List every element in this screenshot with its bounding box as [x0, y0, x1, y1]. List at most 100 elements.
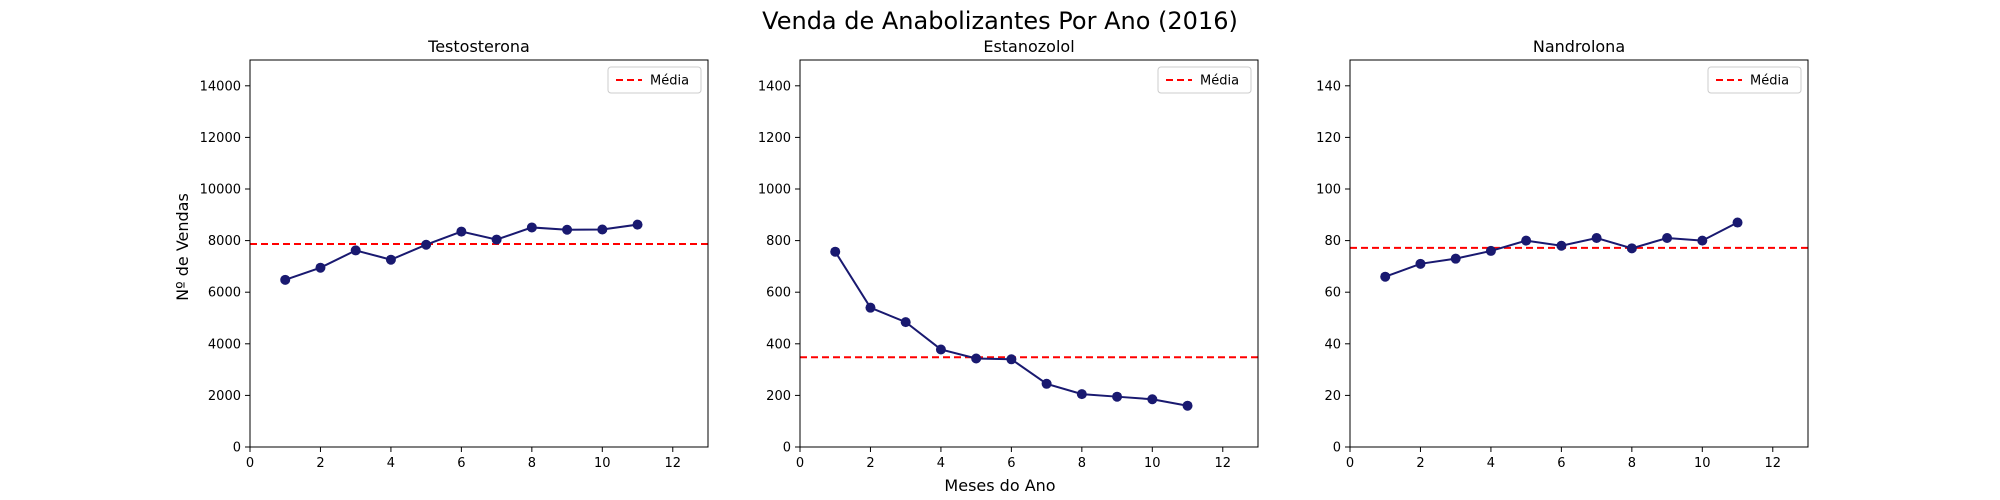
- x-tick-label: 0: [796, 456, 804, 471]
- y-tick-label: 800: [766, 234, 791, 249]
- legend-label: Média: [1200, 74, 1239, 89]
- y-tick-label: 6000: [208, 286, 241, 301]
- y-tick-label: 0: [1333, 441, 1341, 456]
- data-point: [1182, 400, 1193, 411]
- chart-title: Testosterona: [427, 37, 530, 56]
- data-point: [1450, 253, 1461, 264]
- x-tick-label: 6: [1007, 456, 1015, 471]
- y-tick-label: 40: [1324, 337, 1341, 352]
- data-point: [935, 344, 946, 355]
- chart-panel-1: Testosterona 0 2 4 6 8 10 12 0 2000 4000 6000 8000 10…: [200, 37, 709, 471]
- x-tick-label: 12: [1214, 456, 1231, 471]
- legend-box: [1157, 66, 1252, 94]
- data-point: [1521, 235, 1532, 246]
- y-tick-label: 120: [1316, 131, 1341, 146]
- x-tick-label: 10: [1694, 456, 1711, 471]
- data-point: [350, 245, 361, 256]
- x-tick-label: 10: [1144, 456, 1161, 471]
- data-point: [456, 226, 467, 237]
- x-tick-label: 2: [866, 456, 874, 471]
- y-tick-label: 0: [783, 441, 791, 456]
- y-tick-label: 8000: [208, 234, 241, 249]
- y-tick-label: 4000: [208, 337, 241, 352]
- y-tick-label: 2000: [208, 389, 241, 404]
- y-axis-label: Nº de Vendas: [173, 193, 192, 301]
- legend-label: Média: [650, 74, 689, 89]
- data-point: [562, 224, 573, 235]
- data-point: [1076, 389, 1087, 400]
- data-point: [315, 262, 326, 273]
- y-tick-label: 60: [1324, 286, 1341, 301]
- y-tick-label: 600: [766, 286, 791, 301]
- x-tick-label: 6: [1557, 456, 1565, 471]
- axes-frame: [249, 59, 709, 448]
- data-point: [1485, 245, 1496, 256]
- chart-panel-2: Estanozolol 0 2 4 6 8 10 12 0 200 400 600 800 1000 120…: [758, 37, 1259, 471]
- data-point: [1380, 271, 1391, 282]
- y-tick-label: 80: [1324, 234, 1341, 249]
- x-tick-label: 2: [1416, 456, 1424, 471]
- y-tick-label: 1000: [758, 183, 791, 198]
- series-line: [834, 251, 1188, 407]
- x-tick-label: 4: [387, 456, 395, 471]
- y-tick-label: 140: [1316, 79, 1341, 94]
- data-point: [1556, 240, 1567, 251]
- axes-frame: [799, 59, 1259, 448]
- x-tick-label: 4: [1487, 456, 1495, 471]
- data-point: [1697, 235, 1708, 246]
- y-tick-label: 0: [233, 441, 241, 456]
- data-point: [1591, 233, 1602, 244]
- y-tick-label: 1400: [758, 79, 791, 94]
- data-point: [1662, 233, 1673, 244]
- y-tick-label: 400: [766, 337, 791, 352]
- legend: Média: [1157, 66, 1252, 94]
- x-tick-label: 2: [316, 456, 324, 471]
- data-point: [632, 219, 643, 230]
- data-point: [526, 222, 537, 233]
- x-tick-label: 8: [528, 456, 536, 471]
- legend-box: [607, 66, 702, 94]
- data-point: [1006, 354, 1017, 365]
- data-point: [865, 302, 876, 313]
- data-point: [1415, 258, 1426, 269]
- x-tick-label: 8: [1628, 456, 1636, 471]
- x-tick-label: 0: [246, 456, 254, 471]
- x-tick-label: 6: [457, 456, 465, 471]
- data-point: [1041, 378, 1052, 389]
- data-point: [971, 353, 982, 364]
- y-tick-label: 20: [1324, 389, 1341, 404]
- chart-title: Estanozolol: [983, 37, 1074, 56]
- legend-box: [1707, 66, 1802, 94]
- data-point: [491, 234, 502, 245]
- data-point: [597, 224, 608, 235]
- x-axis-label: Meses do Ano: [944, 476, 1055, 495]
- x-tick-label: 0: [1346, 456, 1354, 471]
- y-tick-label: 14000: [200, 79, 241, 94]
- data-point: [1147, 394, 1158, 405]
- y-tick-label: 10000: [200, 183, 241, 198]
- y-tick-label: 12000: [200, 131, 241, 146]
- data-point: [1626, 243, 1637, 254]
- data-point: [421, 239, 432, 250]
- legend-label: Média: [1750, 74, 1789, 89]
- x-tick-label: 10: [594, 456, 611, 471]
- legend: Média: [607, 66, 702, 94]
- x-tick-label: 8: [1078, 456, 1086, 471]
- x-tick-label: 12: [664, 456, 681, 471]
- data-point: [1112, 391, 1123, 402]
- axes-frame: [1349, 59, 1809, 448]
- data-point: [900, 317, 911, 328]
- y-tick-label: 1200: [758, 131, 791, 146]
- chart-title: Nandrolona: [1533, 37, 1625, 56]
- x-tick-label: 12: [1764, 456, 1781, 471]
- y-tick-label: 100: [1316, 183, 1341, 198]
- y-tick-label: 200: [766, 389, 791, 404]
- x-tick-label: 4: [937, 456, 945, 471]
- figure-suptitle: Venda de Anabolizantes Por Ano (2016): [762, 7, 1238, 35]
- data-point: [830, 246, 841, 257]
- data-point: [280, 274, 291, 285]
- data-point: [385, 254, 396, 265]
- legend: Média: [1707, 66, 1802, 94]
